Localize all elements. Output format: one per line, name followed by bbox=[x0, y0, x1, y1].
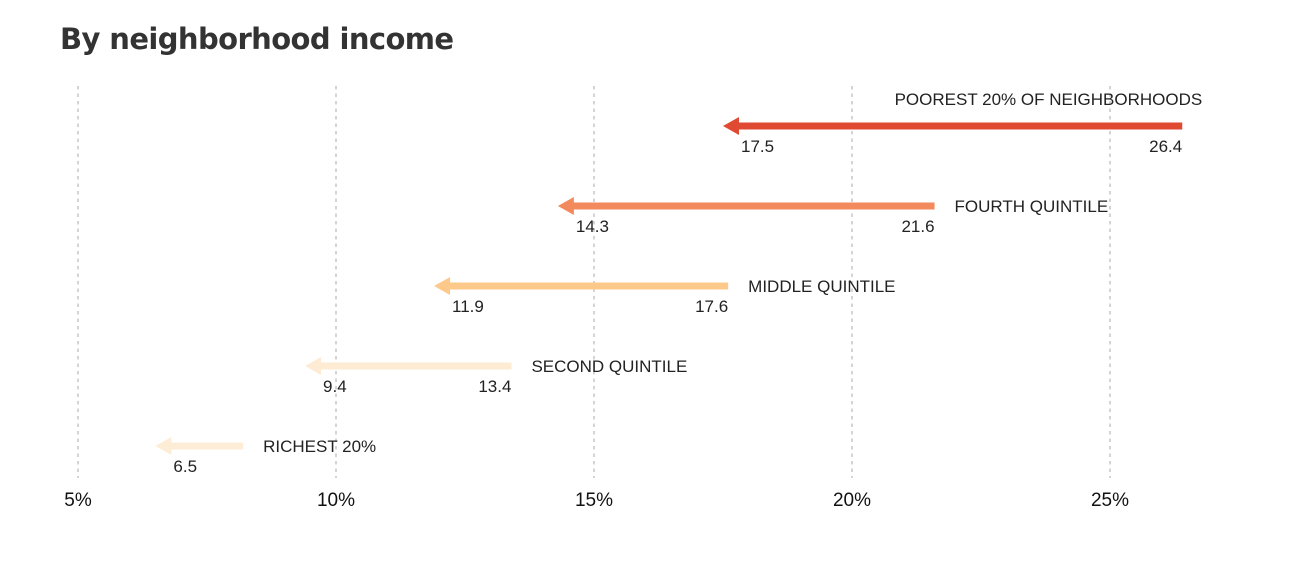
series-label: RICHEST 20% bbox=[263, 437, 376, 456]
start-value-label: 21.6 bbox=[901, 217, 934, 236]
arrow-row: SECOND QUINTILE 13.4 9.4 bbox=[305, 357, 687, 396]
x-tick-label: 10% bbox=[317, 490, 355, 511]
start-value-label: 17.6 bbox=[695, 297, 728, 316]
arrow-row: MIDDLE QUINTILE 17.6 11.9 bbox=[434, 277, 896, 316]
arrow-shaft bbox=[449, 282, 729, 290]
x-axis-ticks: 5% 10% 15% 20% 25% bbox=[64, 490, 1129, 511]
series-label: FOURTH QUINTILE bbox=[955, 197, 1109, 216]
x-tick-label: 20% bbox=[833, 490, 871, 511]
arrow-row: FOURTH QUINTILE 21.6 14.3 bbox=[557, 197, 1109, 236]
end-value-label: 9.4 bbox=[323, 377, 347, 396]
grid-lines bbox=[77, 86, 1111, 478]
arrow-shaft bbox=[320, 362, 512, 370]
arrows: POOREST 20% OF NEIGHBORHOODS 26.4 17.5 FOUR… bbox=[155, 90, 1202, 476]
end-value-label: 17.5 bbox=[741, 137, 774, 156]
series-label: SECOND QUINTILE bbox=[531, 357, 687, 376]
series-label: POOREST 20% OF NEIGHBORHOODS bbox=[895, 90, 1203, 109]
arrow-shaft bbox=[738, 122, 1183, 130]
x-tick-label: 25% bbox=[1091, 490, 1129, 511]
start-value-label: 26.4 bbox=[1149, 137, 1182, 156]
series-label: MIDDLE QUINTILE bbox=[748, 277, 895, 296]
arrow-head bbox=[155, 437, 172, 455]
end-value-label: 6.5 bbox=[173, 457, 197, 476]
arrow-row: POOREST 20% OF NEIGHBORHOODS 26.4 17.5 bbox=[723, 90, 1202, 156]
arrow-shaft bbox=[170, 442, 244, 450]
arrow-head bbox=[723, 117, 739, 135]
arrow-shaft bbox=[572, 202, 935, 210]
end-value-label: 14.3 bbox=[576, 217, 609, 236]
arrow-row: RICHEST 20% 6.5 bbox=[155, 437, 376, 476]
x-tick-label: 15% bbox=[575, 490, 613, 511]
chart-title: By neighborhood income bbox=[60, 22, 454, 56]
start-value-label: 13.4 bbox=[478, 377, 511, 396]
arrow-head bbox=[305, 357, 322, 375]
arrow-head bbox=[557, 197, 574, 215]
x-tick-label: 5% bbox=[64, 490, 92, 511]
arrow-head bbox=[434, 277, 451, 295]
end-value-label: 11.9 bbox=[452, 297, 484, 316]
